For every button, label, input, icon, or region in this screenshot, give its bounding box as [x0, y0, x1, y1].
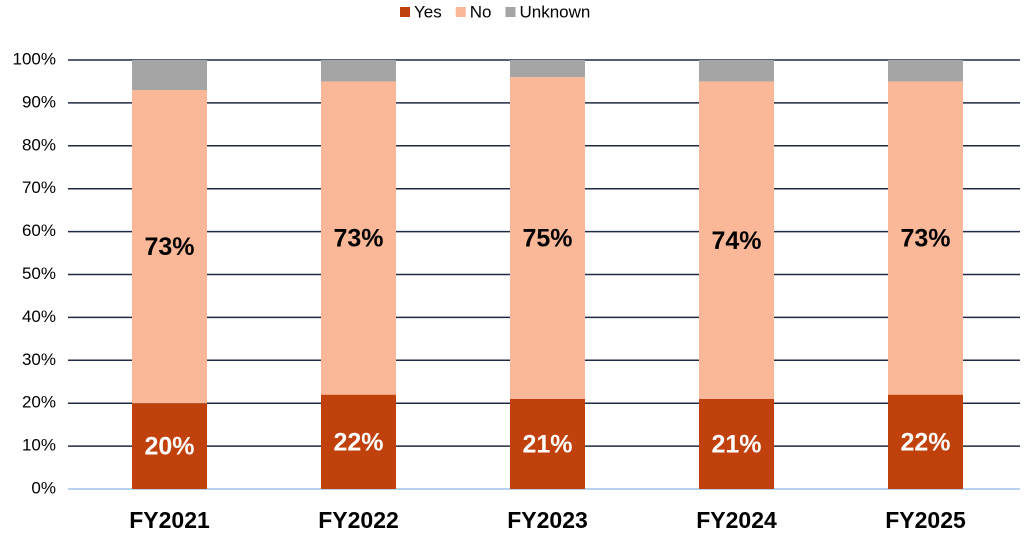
data-label: 73% — [900, 225, 950, 253]
y-tick-label: 10% — [22, 436, 56, 455]
y-tick-label: 50% — [22, 264, 56, 283]
bar-segment — [699, 60, 774, 82]
data-label: 22% — [900, 428, 950, 456]
bar-segment — [321, 60, 396, 82]
bar-segment — [888, 394, 963, 489]
bar-segment — [888, 60, 963, 82]
x-tick-label: FY2021 — [129, 507, 210, 533]
y-tick-label: 90% — [22, 92, 56, 111]
data-label: 20% — [144, 433, 194, 461]
y-tick-label: 60% — [22, 221, 56, 240]
data-label: 75% — [522, 225, 572, 253]
bar-segment — [510, 60, 585, 78]
x-tick-label: FY2024 — [696, 507, 777, 533]
data-label: 22% — [333, 428, 383, 456]
data-label: 21% — [522, 431, 572, 459]
legend-marker — [505, 7, 516, 17]
data-label: 73% — [333, 225, 383, 253]
y-tick-label: 0% — [31, 478, 56, 497]
y-tick-label: 70% — [22, 178, 56, 197]
x-tick-label: FY2023 — [507, 507, 588, 533]
bar-segment — [132, 403, 207, 489]
bar-segment — [510, 77, 585, 399]
legend-label: Yes — [414, 2, 442, 21]
bar-segment — [510, 398, 585, 489]
bar-segment — [888, 81, 963, 395]
bar-segment — [321, 81, 396, 395]
bar-segment — [321, 394, 396, 489]
x-tick-label: FY2022 — [318, 507, 399, 533]
legend-label: Unknown — [519, 2, 590, 21]
y-tick-label: 20% — [22, 393, 56, 412]
legend-label: No — [470, 2, 492, 21]
y-tick-label: 100% — [13, 49, 56, 68]
data-label: 21% — [711, 431, 761, 459]
data-label: 74% — [711, 227, 761, 255]
legend-marker — [455, 7, 466, 17]
data-label: 73% — [144, 233, 194, 261]
y-tick-label: 40% — [22, 307, 56, 326]
y-tick-label: 80% — [22, 135, 56, 154]
bar-segment — [699, 398, 774, 489]
x-tick-label: FY2025 — [885, 507, 966, 533]
y-tick-label: 30% — [22, 350, 56, 369]
bar-segment — [699, 81, 774, 399]
legend-marker — [400, 7, 410, 17]
bar-segment — [132, 90, 207, 404]
bar-segment — [132, 60, 207, 91]
